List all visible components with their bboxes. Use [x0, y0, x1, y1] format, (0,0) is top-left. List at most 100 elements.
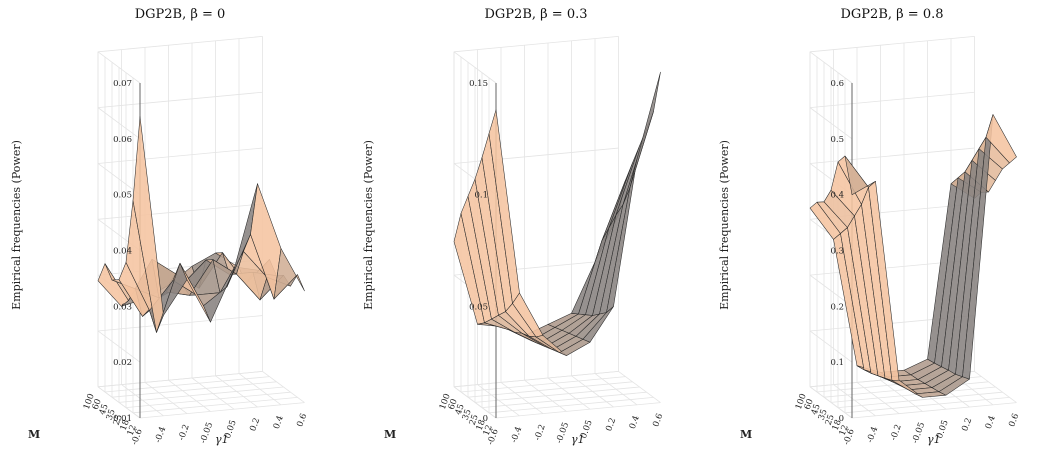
- M-tick-label: 18: [119, 418, 132, 432]
- M-tick-label: 18: [475, 418, 488, 432]
- grid-line: [467, 381, 633, 398]
- gamma-axis-label: γ1: [215, 433, 229, 446]
- M-tick-label: 12: [838, 424, 851, 438]
- gamma-tick-label: -0.2: [533, 423, 548, 442]
- M-tick-label: 45: [454, 403, 467, 417]
- z-tick-label: 0.07: [113, 79, 132, 89]
- grid-line: [453, 36, 619, 53]
- grid-line: [851, 402, 1017, 419]
- z-tick-label: 0.04: [113, 247, 132, 257]
- grid-line: [830, 386, 996, 403]
- M-tick-label: 25: [468, 413, 481, 427]
- z-tick-label: 0.2: [830, 302, 844, 312]
- grid-line: [97, 315, 263, 332]
- surface: [809, 114, 1017, 398]
- M-axis-label: M: [384, 428, 396, 441]
- gamma-tick-label: -0.4: [865, 425, 880, 444]
- grid-line: [118, 386, 284, 403]
- gamma-tick-label: -0.2: [177, 423, 192, 442]
- grid-line: [97, 203, 263, 220]
- gamma-tick-label: 0.2: [960, 417, 974, 433]
- gamma-tick-label: 0.6: [651, 412, 665, 428]
- M-tick-label: 25: [824, 413, 837, 427]
- z-tick-label: 0: [483, 414, 488, 424]
- grid-line: [104, 376, 270, 393]
- grid-line: [97, 147, 263, 164]
- surface: [97, 116, 305, 333]
- gamma-axis-label: γ1: [927, 433, 941, 446]
- M-tick-label: 35: [105, 408, 118, 422]
- M-tick-label: 60: [91, 398, 104, 412]
- z-tick-label: 0.03: [113, 302, 132, 312]
- chart-panel-2: 00.050.10.15-0.6 -0.4 -0.2 -0.05 0.05 0.2 0.4 0…: [362, 7, 665, 446]
- grid-line: [488, 397, 654, 414]
- z-tick-label: 0.3: [830, 247, 844, 257]
- surface-patch: [629, 71, 661, 188]
- M-tick-label: 45: [98, 403, 111, 417]
- M-axis-label: M: [740, 428, 752, 441]
- z-tick-label: 0.4: [830, 191, 844, 201]
- grid-line: [809, 36, 975, 53]
- grid-line: [460, 376, 626, 393]
- gamma-tick-label: -0.05: [910, 421, 927, 445]
- M-tick-label: 12: [482, 424, 495, 438]
- z-tick-label: 0.02: [113, 358, 132, 368]
- M-tick-label: 35: [817, 408, 830, 422]
- chart-title: DGP2B, β = 0.8: [841, 7, 944, 22]
- grid-line: [97, 91, 263, 109]
- z-axis-label: Empirical frequencies (Power): [718, 140, 731, 310]
- grid-line: [809, 147, 975, 164]
- z-axis-label: Empirical frequencies (Power): [10, 140, 23, 310]
- grid-line: [132, 397, 298, 414]
- gamma-tick-label: -0.05: [554, 421, 571, 445]
- M-tick-label: 60: [447, 398, 460, 412]
- M-tick-label: 60: [803, 398, 816, 412]
- grid-line: [809, 91, 975, 109]
- M-tick-label: 25: [112, 413, 125, 427]
- grid-line: [111, 381, 277, 398]
- z-tick-label: 0.06: [113, 135, 132, 145]
- z-tick-label: 0.05: [113, 191, 132, 201]
- gamma-tick-label: 0.6: [295, 412, 309, 428]
- z-tick-label: 0.1: [830, 358, 844, 368]
- grid-line: [495, 402, 661, 419]
- gamma-tick-label: -0.05: [198, 421, 215, 445]
- gamma-tick-label: 0.4: [272, 414, 286, 430]
- grid-line: [125, 391, 291, 408]
- grid-line: [481, 391, 647, 408]
- z-tick-label: 0.6: [830, 79, 844, 89]
- gamma-tick-label: 0.2: [248, 417, 262, 433]
- chart-title: DGP2B, β = 0.3: [485, 7, 588, 22]
- z-tick-label: 0.05: [469, 302, 488, 312]
- gamma-tick-label: 0.2: [604, 417, 618, 433]
- gamma-tick-label: 0.4: [984, 414, 998, 430]
- grid-line: [139, 402, 305, 419]
- M-tick-label: 45: [810, 403, 823, 417]
- surface-patch: [273, 248, 305, 300]
- M-tick-label: 18: [831, 418, 844, 432]
- z-tick-label: 0.1: [474, 191, 488, 201]
- grid-line: [97, 371, 263, 388]
- grid-line: [844, 397, 1010, 414]
- z-tick-label: 0: [839, 414, 844, 424]
- z-axis-label: Empirical frequencies (Power): [362, 140, 375, 310]
- z-tick-label: 0.01: [113, 414, 132, 424]
- gamma-tick-label: -0.2: [889, 423, 904, 442]
- chart-title: DGP2B, β = 0: [135, 7, 226, 22]
- grid-line: [474, 386, 640, 403]
- M-axis-label: M: [28, 428, 40, 441]
- gamma-tick-label: -0.4: [153, 425, 168, 444]
- grid-line: [837, 391, 1003, 408]
- grid-line: [97, 36, 263, 53]
- chart-panel-1: 0.010.020.030.040.050.060.07-0.6 -0.4 -0.2…: [10, 7, 309, 446]
- M-tick-label: 12: [126, 424, 139, 438]
- gamma-tick-label: 0.4: [628, 414, 642, 430]
- z-tick-label: 0.15: [469, 79, 488, 89]
- gamma-tick-label: -0.4: [509, 425, 524, 444]
- surface-patch: [985, 114, 1017, 164]
- gamma-axis-label: γ1: [571, 433, 585, 446]
- grid-line: [453, 147, 619, 164]
- gamma-tick-label: 0.6: [1007, 412, 1021, 428]
- grid-line: [453, 371, 619, 388]
